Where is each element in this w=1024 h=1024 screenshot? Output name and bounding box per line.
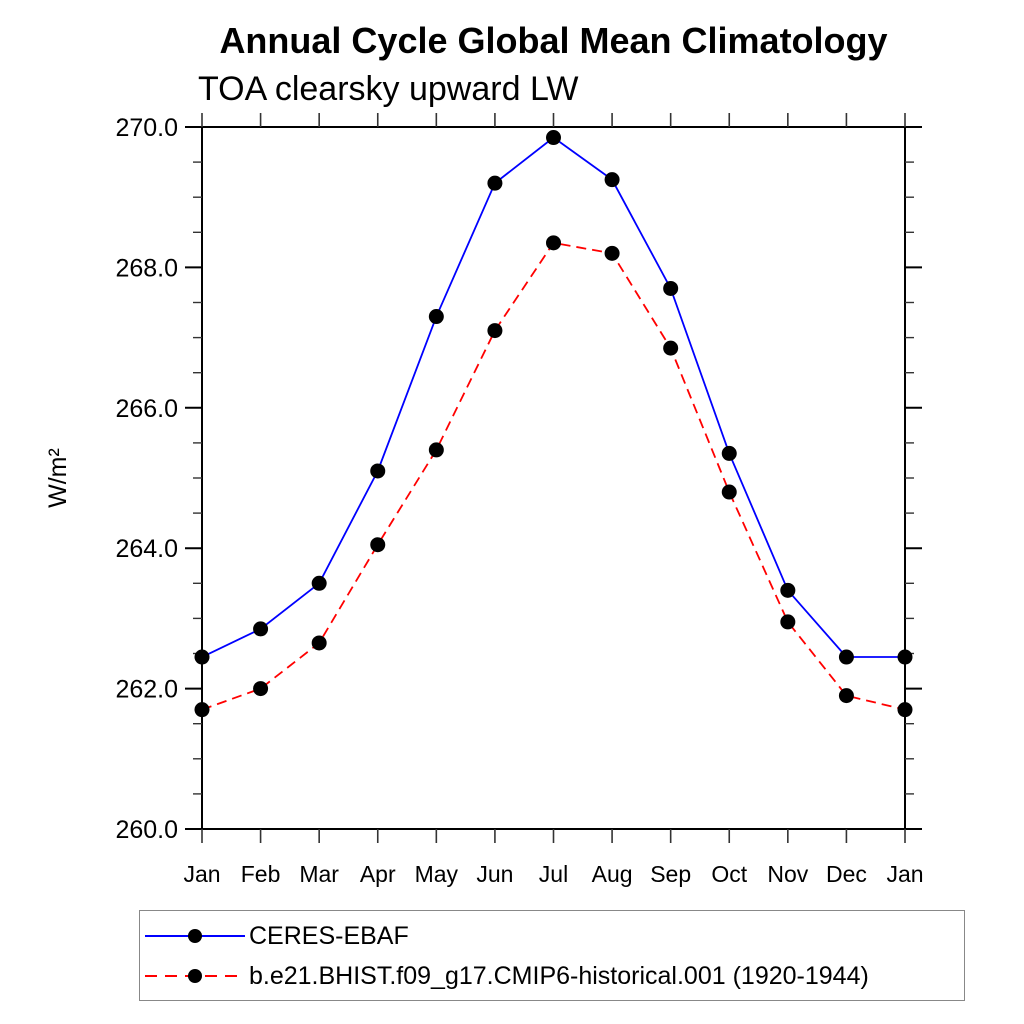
data-point-marker <box>663 280 679 296</box>
chart-title: Annual Cycle Global Mean Climatology <box>219 20 888 61</box>
data-point-marker <box>370 463 386 479</box>
legend: CERES-EBAF b.e21.BHIST.f09_g17.CMIP6-his… <box>139 910 965 1001</box>
x-tick-label: Apr <box>360 861 396 887</box>
y-tick-label: 270.0 <box>115 114 178 142</box>
legend-item-model: b.e21.BHIST.f09_g17.CMIP6-historical.001… <box>143 958 869 994</box>
data-point-marker <box>311 575 327 591</box>
chart-subtitle: TOA clearsky upward LW <box>198 70 579 108</box>
x-tick-label: Nov <box>767 861 808 887</box>
y-tick-label: 264.0 <box>115 535 178 563</box>
y-tick-label: 260.0 <box>115 816 178 844</box>
x-tick-label: Jan <box>183 861 220 887</box>
data-point-marker <box>194 649 210 665</box>
data-point-marker <box>663 340 679 356</box>
data-point-marker <box>194 702 210 718</box>
data-point-marker <box>838 649 854 665</box>
data-point-marker <box>838 688 854 704</box>
data-point-marker <box>897 702 913 718</box>
data-point-marker <box>311 635 327 651</box>
y-axis-title: W/m² <box>44 448 72 508</box>
legend-item-ceres: CERES-EBAF <box>143 918 409 954</box>
data-point-marker <box>780 614 796 630</box>
data-point-marker <box>604 245 620 261</box>
legend-label-ceres: CERES-EBAF <box>249 921 409 950</box>
data-point-marker <box>487 175 503 191</box>
y-tick-label: 268.0 <box>115 254 178 282</box>
data-point-marker <box>780 582 796 598</box>
data-point-marker <box>253 621 269 637</box>
series-line-0 <box>201 136 905 658</box>
data-point-marker <box>487 323 503 339</box>
x-tick-label: Jul <box>539 861 568 887</box>
data-point-marker <box>546 130 561 146</box>
x-tick-label: Aug <box>592 861 633 887</box>
x-tick-label: Dec <box>826 861 867 887</box>
data-point-marker <box>721 484 737 500</box>
x-tick-label: Jan <box>886 861 923 887</box>
axis-frame <box>201 126 906 830</box>
legend-line-sample-dashed <box>145 969 245 983</box>
x-tick-label: May <box>415 861 459 887</box>
series-line-1 <box>201 241 906 711</box>
x-tick-label: Mar <box>299 861 339 887</box>
data-point-marker <box>897 649 913 665</box>
y-tick-label: 262.0 <box>115 676 178 704</box>
data-point-marker <box>253 681 269 697</box>
x-tick-label: Sep <box>650 861 691 887</box>
data-point-marker <box>428 309 444 325</box>
x-tick-label: Feb <box>241 861 281 887</box>
legend-label-model: b.e21.BHIST.f09_g17.CMIP6-historical.001… <box>249 961 869 990</box>
data-point-marker <box>370 537 386 553</box>
data-point-marker <box>721 445 737 461</box>
legend-line-sample-solid <box>145 929 245 943</box>
data-point-marker <box>604 172 620 188</box>
data-point-marker <box>428 442 444 458</box>
data-point-marker <box>546 235 561 251</box>
x-tick-label: Oct <box>711 861 747 887</box>
x-tick-label: Jun <box>476 861 513 887</box>
y-tick-label: 266.0 <box>115 395 178 423</box>
